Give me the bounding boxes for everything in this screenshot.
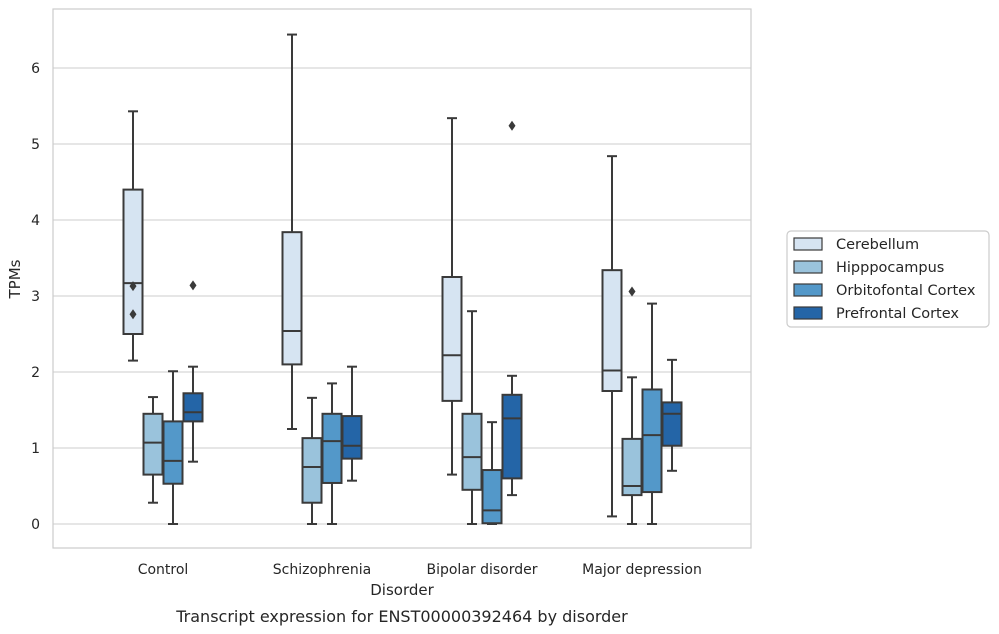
outlier-point (129, 309, 137, 320)
box-body (641, 388, 663, 494)
x-axis-label: Disorder (370, 581, 434, 599)
legend-swatch (793, 237, 823, 251)
box-body (122, 188, 144, 335)
box-body (281, 231, 303, 366)
box-body (182, 392, 204, 423)
y-tick-label: 4 (31, 213, 40, 229)
x-axis-ticks: Control Schizophrenia Bipolar disorder Majo… (138, 562, 702, 578)
legend-entry: Cerebellum (836, 237, 919, 253)
box-body (461, 412, 483, 491)
outlier-point (628, 286, 636, 297)
y-tick-label: 6 (31, 61, 40, 77)
legend-box (786, 230, 990, 328)
y-tick-label: 2 (31, 365, 40, 381)
box-1-0 (142, 396, 164, 504)
box-3-1 (341, 365, 363, 482)
box-body (501, 393, 523, 480)
box-body (601, 269, 623, 392)
box-body (301, 437, 323, 504)
legend-swatch (793, 306, 823, 320)
box-0-2 (441, 117, 463, 476)
y-tick-label: 1 (31, 441, 40, 457)
y-axis-ticks: 0 1 2 3 4 5 6 (31, 61, 40, 533)
box-0-0 (122, 110, 144, 362)
box-0-3 (601, 155, 623, 518)
chart-caption: Transcript expression for ENST0000039246… (175, 607, 628, 626)
legend-entry: Orbitofontal Cortex (836, 283, 976, 299)
legend-entry: Hipppocampus (836, 260, 944, 276)
box-2-2 (481, 421, 503, 525)
box-body (341, 415, 363, 460)
box-2-3 (641, 302, 663, 525)
plot-area (122, 33, 683, 525)
box-body (661, 401, 683, 447)
legend-entry: Prefrontal Cortex (836, 306, 959, 322)
box-1-2 (461, 310, 483, 525)
x-tick-label: Schizophrenia (273, 562, 371, 578)
box-3-3 (661, 358, 683, 472)
box-1-1 (301, 396, 323, 525)
box-3-0 (182, 280, 204, 463)
x-tick-label: Control (138, 562, 189, 578)
legend-swatch (793, 283, 823, 297)
box-2-1 (321, 382, 343, 525)
box-body (441, 276, 463, 402)
x-tick-label: Bipolar disorder (426, 562, 537, 578)
plot-frame (52, 8, 752, 549)
y-tick-label: 5 (31, 137, 40, 153)
box-2-0 (162, 370, 184, 525)
box-body (142, 412, 164, 476)
box-1-3 (621, 286, 643, 525)
outlier-point (508, 120, 516, 131)
x-tick-label: Major depression (582, 562, 702, 578)
outlier-point (189, 280, 197, 291)
y-tick-label: 0 (31, 517, 40, 533)
box-0-1 (281, 33, 303, 430)
y-tick-label: 3 (31, 289, 40, 305)
box-3-2 (501, 120, 523, 497)
y-axis-label: TPMs (6, 259, 24, 299)
legend-swatch (793, 260, 823, 274)
box-body (162, 420, 184, 485)
outlier-point (129, 281, 137, 292)
legend: Cerebellum Hipppocampus Orbitofontal Corte… (786, 230, 990, 328)
box-body (481, 469, 503, 525)
box-body (321, 412, 343, 484)
